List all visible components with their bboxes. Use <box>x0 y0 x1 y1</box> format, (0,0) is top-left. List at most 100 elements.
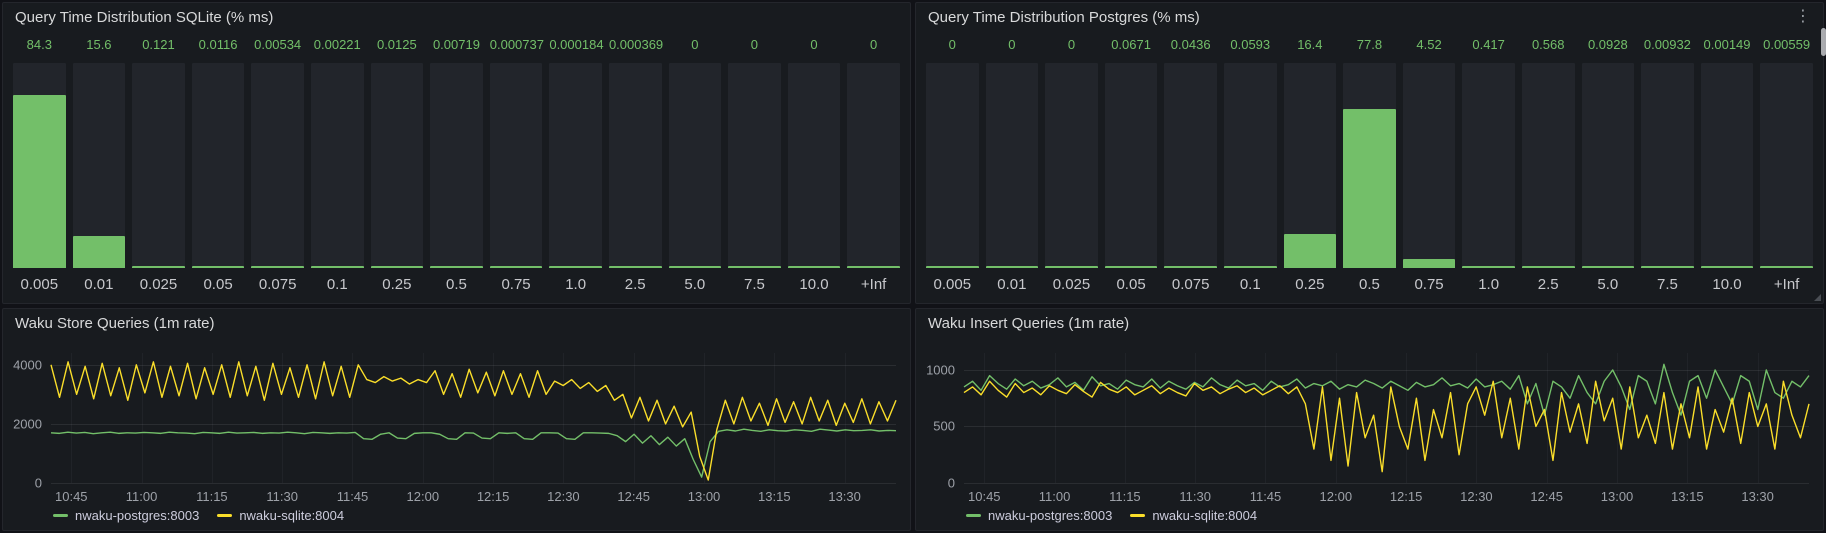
bar-value-label: 0.0928 <box>1587 37 1628 52</box>
histogram-column[interactable]: 0.0593 0.1 <box>1223 37 1277 295</box>
histogram-column[interactable]: 0.00559 +Inf <box>1760 37 1813 295</box>
histogram-column[interactable]: 0.0928 5.0 <box>1581 37 1635 295</box>
panel-header[interactable]: Query Time Distribution SQLite (% ms) <box>3 3 910 33</box>
x-axis-tick-label: 1.0 <box>1478 276 1500 293</box>
y-axis-tick-label: 1000 <box>926 362 955 378</box>
histogram-column[interactable]: 0 0.025 <box>1045 37 1098 295</box>
legend-label: nwaku-postgres:8003 <box>75 507 200 523</box>
bar-fill <box>310 266 364 268</box>
bar-value-label: 0.417 <box>1472 37 1505 52</box>
histogram-column[interactable]: 0 0.01 <box>985 37 1039 295</box>
series-line <box>51 362 896 480</box>
histogram-column[interactable]: 0.000369 2.5 <box>608 37 663 295</box>
x-axis-tick-label: 5.0 <box>1597 276 1619 293</box>
gridline-horizontal <box>51 423 896 425</box>
legend-item[interactable]: nwaku-postgres:8003 <box>53 508 199 523</box>
gridline-vertical <box>774 353 776 483</box>
histogram-column[interactable]: 0 0.005 <box>926 37 979 295</box>
histogram-column[interactable]: 0.0671 0.05 <box>1104 37 1158 295</box>
x-axis-tick-label: 0.25 <box>382 276 412 293</box>
legend-item[interactable]: nwaku-sqlite:8004 <box>1130 508 1257 523</box>
series-line <box>51 429 896 477</box>
histogram-column[interactable]: 0.00534 0.075 <box>251 37 304 295</box>
histogram-column[interactable]: 0.121 0.025 <box>132 37 185 295</box>
histogram-column[interactable]: 0.00149 10.0 <box>1700 37 1754 295</box>
bar-fill <box>668 266 722 268</box>
sqlite-histogram-chart[interactable]: 84.3 0.005 15.6 0.01 0.121 0.025 0.0116 0.05 0.0… <box>3 33 910 303</box>
x-axis-tick-label: 12:00 <box>406 489 440 504</box>
histogram-column[interactable]: 0.417 1.0 <box>1462 37 1515 295</box>
bar-fill <box>1164 266 1217 268</box>
panel-menu-icon[interactable]: ⋮ <box>1795 8 1811 25</box>
histogram-column[interactable]: 0.000737 0.75 <box>489 37 544 295</box>
gridline-vertical <box>71 353 73 483</box>
bar-fill <box>549 266 602 268</box>
bar-value-label: 0.0671 <box>1111 37 1151 52</box>
panel-title[interactable]: Query Time Distribution Postgres (% ms) <box>928 9 1200 26</box>
x-axis-tick-label: 12:45 <box>617 489 650 504</box>
series-line <box>964 381 1809 471</box>
bar-value-label: 0 <box>691 37 699 52</box>
panel-title[interactable]: Query Time Distribution SQLite (% ms) <box>15 9 274 26</box>
histogram-column[interactable]: 0.0436 0.075 <box>1164 37 1217 295</box>
panel-title[interactable]: Waku Insert Queries (1m rate) <box>928 315 1130 332</box>
x-axis-tick-label: 10:45 <box>54 489 88 504</box>
x-axis-tick-label: 13:30 <box>1741 489 1774 504</box>
panel-header[interactable]: Waku Insert Queries (1m rate) <box>916 309 1823 339</box>
plot-area[interactable] <box>964 353 1809 484</box>
gridline-vertical <box>1195 353 1197 483</box>
gridline-vertical <box>1687 353 1689 483</box>
histogram-column[interactable]: 15.6 0.01 <box>72 37 126 295</box>
histogram-column[interactable]: 0.00932 7.5 <box>1641 37 1694 295</box>
histogram-column[interactable]: 0 10.0 <box>787 37 841 295</box>
x-axis-tick-label: 0.05 <box>1116 276 1146 293</box>
bar-track <box>1641 63 1694 268</box>
x-axis-tick-label: 11:30 <box>1179 489 1211 504</box>
histogram-column[interactable]: 16.4 0.25 <box>1283 37 1337 295</box>
store-queries-chart[interactable]: 0 2000 4000 10:45 11:00 11:15 11:30 11:45 12:00 1… <box>3 339 910 530</box>
x-axis-tick-label: 11:15 <box>196 489 228 504</box>
postgres-histogram-chart[interactable]: 0 0.005 0 0.01 0 0.025 0.0671 0.05 0.0436 0.075 0.… <box>916 33 1823 303</box>
bar-value-label: 0.00932 <box>1643 37 1691 52</box>
histogram-column[interactable]: 0 7.5 <box>728 37 781 295</box>
panel-resize-handle[interactable] <box>1814 294 1821 301</box>
panel-header[interactable]: Waku Store Queries (1m rate) <box>3 309 910 339</box>
x-axis-tick-label: 0.5 <box>1359 276 1380 293</box>
bar-fill <box>370 266 424 268</box>
histogram-column[interactable]: 0.0125 0.25 <box>370 37 424 295</box>
legend-item[interactable]: nwaku-sqlite:8004 <box>217 508 344 523</box>
gridline-horizontal <box>51 483 896 484</box>
histogram-column[interactable]: 0 5.0 <box>668 37 722 295</box>
histogram-column[interactable]: 4.52 0.75 <box>1402 37 1456 295</box>
bar-value-label: 0.0593 <box>1230 37 1271 52</box>
panel-title[interactable]: Waku Store Queries (1m rate) <box>15 315 215 332</box>
x-axis-tick-label: 11:15 <box>1109 489 1141 504</box>
insert-queries-chart[interactable]: 0 500 1000 10:45 11:00 11:15 11:30 11:45 12:00 12… <box>916 339 1823 530</box>
bar-track <box>985 63 1039 268</box>
panel-header[interactable]: Query Time Distribution Postgres (% ms) … <box>916 3 1823 33</box>
legend-item[interactable]: nwaku-postgres:8003 <box>966 508 1112 523</box>
panel-query-time-postgres: Query Time Distribution Postgres (% ms) … <box>915 2 1824 304</box>
panel-waku-insert-queries: Waku Insert Queries (1m rate) 0 500 1000 10… <box>915 308 1824 531</box>
bar-value-label: 0 <box>948 37 956 52</box>
bar-fill <box>1223 266 1277 268</box>
histogram-column[interactable]: 77.8 0.5 <box>1343 37 1396 295</box>
x-axis-tick-label: 13:15 <box>1671 489 1704 504</box>
bar-track <box>1283 63 1337 268</box>
bar-value-label: 84.3 <box>26 37 52 52</box>
y-axis-tick-label: 0 <box>34 475 42 491</box>
histogram-column[interactable]: 0.00221 0.1 <box>310 37 364 295</box>
bar-fill <box>191 266 245 268</box>
histogram-column[interactable]: 0.568 2.5 <box>1521 37 1575 295</box>
x-axis-tick-label: 11:00 <box>125 489 158 504</box>
scrollbar-thumb[interactable] <box>1821 28 1826 56</box>
histogram-column[interactable]: 84.3 0.005 <box>13 37 66 295</box>
histogram-column[interactable]: 0.00719 0.5 <box>430 37 483 295</box>
histogram-column[interactable]: 0.000184 1.0 <box>549 37 604 295</box>
plot-area[interactable] <box>51 353 896 484</box>
x-axis-tick-label: 11:45 <box>336 489 369 504</box>
histogram-column[interactable]: 0.0116 0.05 <box>191 37 245 295</box>
bar-track <box>787 63 841 268</box>
histogram-column[interactable]: 0 +Inf <box>847 37 900 295</box>
